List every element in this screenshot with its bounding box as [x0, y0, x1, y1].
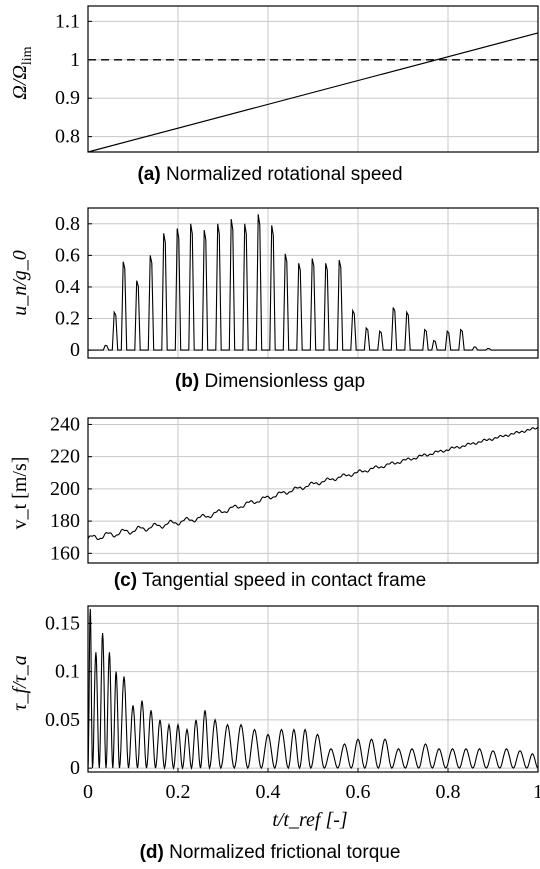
- panel-b-frame: [87, 207, 539, 359]
- panel-c-caption-label: (c): [114, 570, 137, 591]
- panel-b-y-label: u_n/g_0: [9, 250, 31, 316]
- y-tick-label: 0.8: [55, 213, 80, 235]
- panel-b-caption-text: Dimensionless gap: [205, 371, 366, 392]
- y-tick-label: 1.1: [55, 10, 80, 32]
- y-tick-label: 0.15: [45, 612, 80, 634]
- y-tick-label: 0.4: [55, 276, 80, 298]
- x-tick-label: 0.4: [256, 781, 281, 803]
- y-tick-label: 0.9: [55, 87, 80, 109]
- panel-c-grid: [88, 418, 538, 563]
- x-tick-label: 0: [83, 781, 93, 803]
- panel-d-series-line: [87, 608, 539, 771]
- panel-c-frame: [87, 417, 539, 564]
- panel-a-grid: [88, 6, 538, 152]
- y-tick-label: 180: [50, 510, 80, 532]
- panel-b-series-line: [88, 214, 538, 351]
- panel-a-y-label: Ω/Ωlim: [9, 46, 35, 99]
- panel-a-caption-text: Normalized rotational speed: [166, 164, 403, 185]
- x-tick-label: 0.2: [166, 781, 191, 803]
- y-tick-label: 0.8: [55, 126, 80, 148]
- panel-a-caption: (a) Normalized rotational speed: [137, 164, 402, 185]
- panel-d-caption: (d) Normalized frictional torque: [140, 842, 401, 863]
- panel-d-grid: [88, 606, 538, 772]
- y-tick-label: 0.1: [55, 661, 80, 683]
- panel-c-y-label: v_t [m/s]: [9, 457, 31, 530]
- panel-d-y-ticks: 0 0.05 0.1 0.15: [45, 612, 92, 779]
- panel-a-series-line: [87, 32, 539, 153]
- panel-a: 0.8 0.9 1 1.1 Ω/Ωlim (a) Normalized rotatio…: [9, 5, 539, 185]
- panel-d-caption-text: Normalized frictional torque: [169, 842, 400, 863]
- y-tick-label: 0.6: [55, 244, 80, 266]
- panel-b-grid: [88, 208, 538, 358]
- x-tick-label: 0.6: [346, 781, 371, 803]
- panel-d: 0 0.05 0.1 0.15 0 0.2 0.4 0.6 0.8 1 τ_f/τ_a t/t_…: [9, 605, 540, 863]
- y-tick-label: 220: [50, 446, 80, 468]
- panel-c-series-line: [87, 426, 539, 541]
- panel-c-caption: (c) Tangential speed in contact frame: [114, 570, 426, 591]
- panel-b: 0 0.2 0.4 0.6 0.8 u_n/g_0 (b) Dimensionless …: [9, 207, 539, 392]
- y-tick-label: 0: [70, 757, 80, 779]
- panel-c: 160 180 200 220 240 v_t [m/s] (c) Tangential…: [9, 413, 539, 591]
- y-tick-label: 160: [50, 542, 80, 564]
- y-tick-label: 1: [70, 49, 80, 71]
- panel-b-caption: (b) Dimensionless gap: [175, 371, 365, 392]
- y-tick-label: 0.05: [45, 709, 80, 731]
- y-tick-label: 200: [50, 478, 80, 500]
- panel-d-x-label: t/t_ref [-]: [272, 809, 347, 831]
- panel-a-frame: [87, 5, 539, 153]
- y-tick-label: 0: [70, 339, 80, 361]
- y-tick-label: 240: [50, 413, 80, 435]
- panel-b-y-ticks: 0 0.2 0.4 0.6 0.8: [55, 213, 92, 361]
- panel-a-y-ticks: 0.8 0.9 1 1.1: [55, 10, 92, 148]
- panel-c-caption-text: Tangential speed in contact frame: [142, 570, 426, 591]
- panel-c-y-ticks: 160 180 200 220 240: [50, 413, 92, 564]
- panel-d-x-ticks: 0 0.2 0.4 0.6 0.8 1: [83, 768, 540, 803]
- y-tick-label: 0.2: [55, 308, 80, 330]
- panel-d-frame: [87, 605, 539, 773]
- panel-d-y-label: τ_f/τ_a: [9, 655, 31, 710]
- x-tick-label: 1: [533, 781, 540, 803]
- x-tick-label: 0.8: [436, 781, 461, 803]
- panel-d-caption-label: (d): [140, 842, 164, 863]
- panel-b-caption-label: (b): [175, 371, 199, 392]
- panel-a-caption-label: (a): [137, 164, 160, 185]
